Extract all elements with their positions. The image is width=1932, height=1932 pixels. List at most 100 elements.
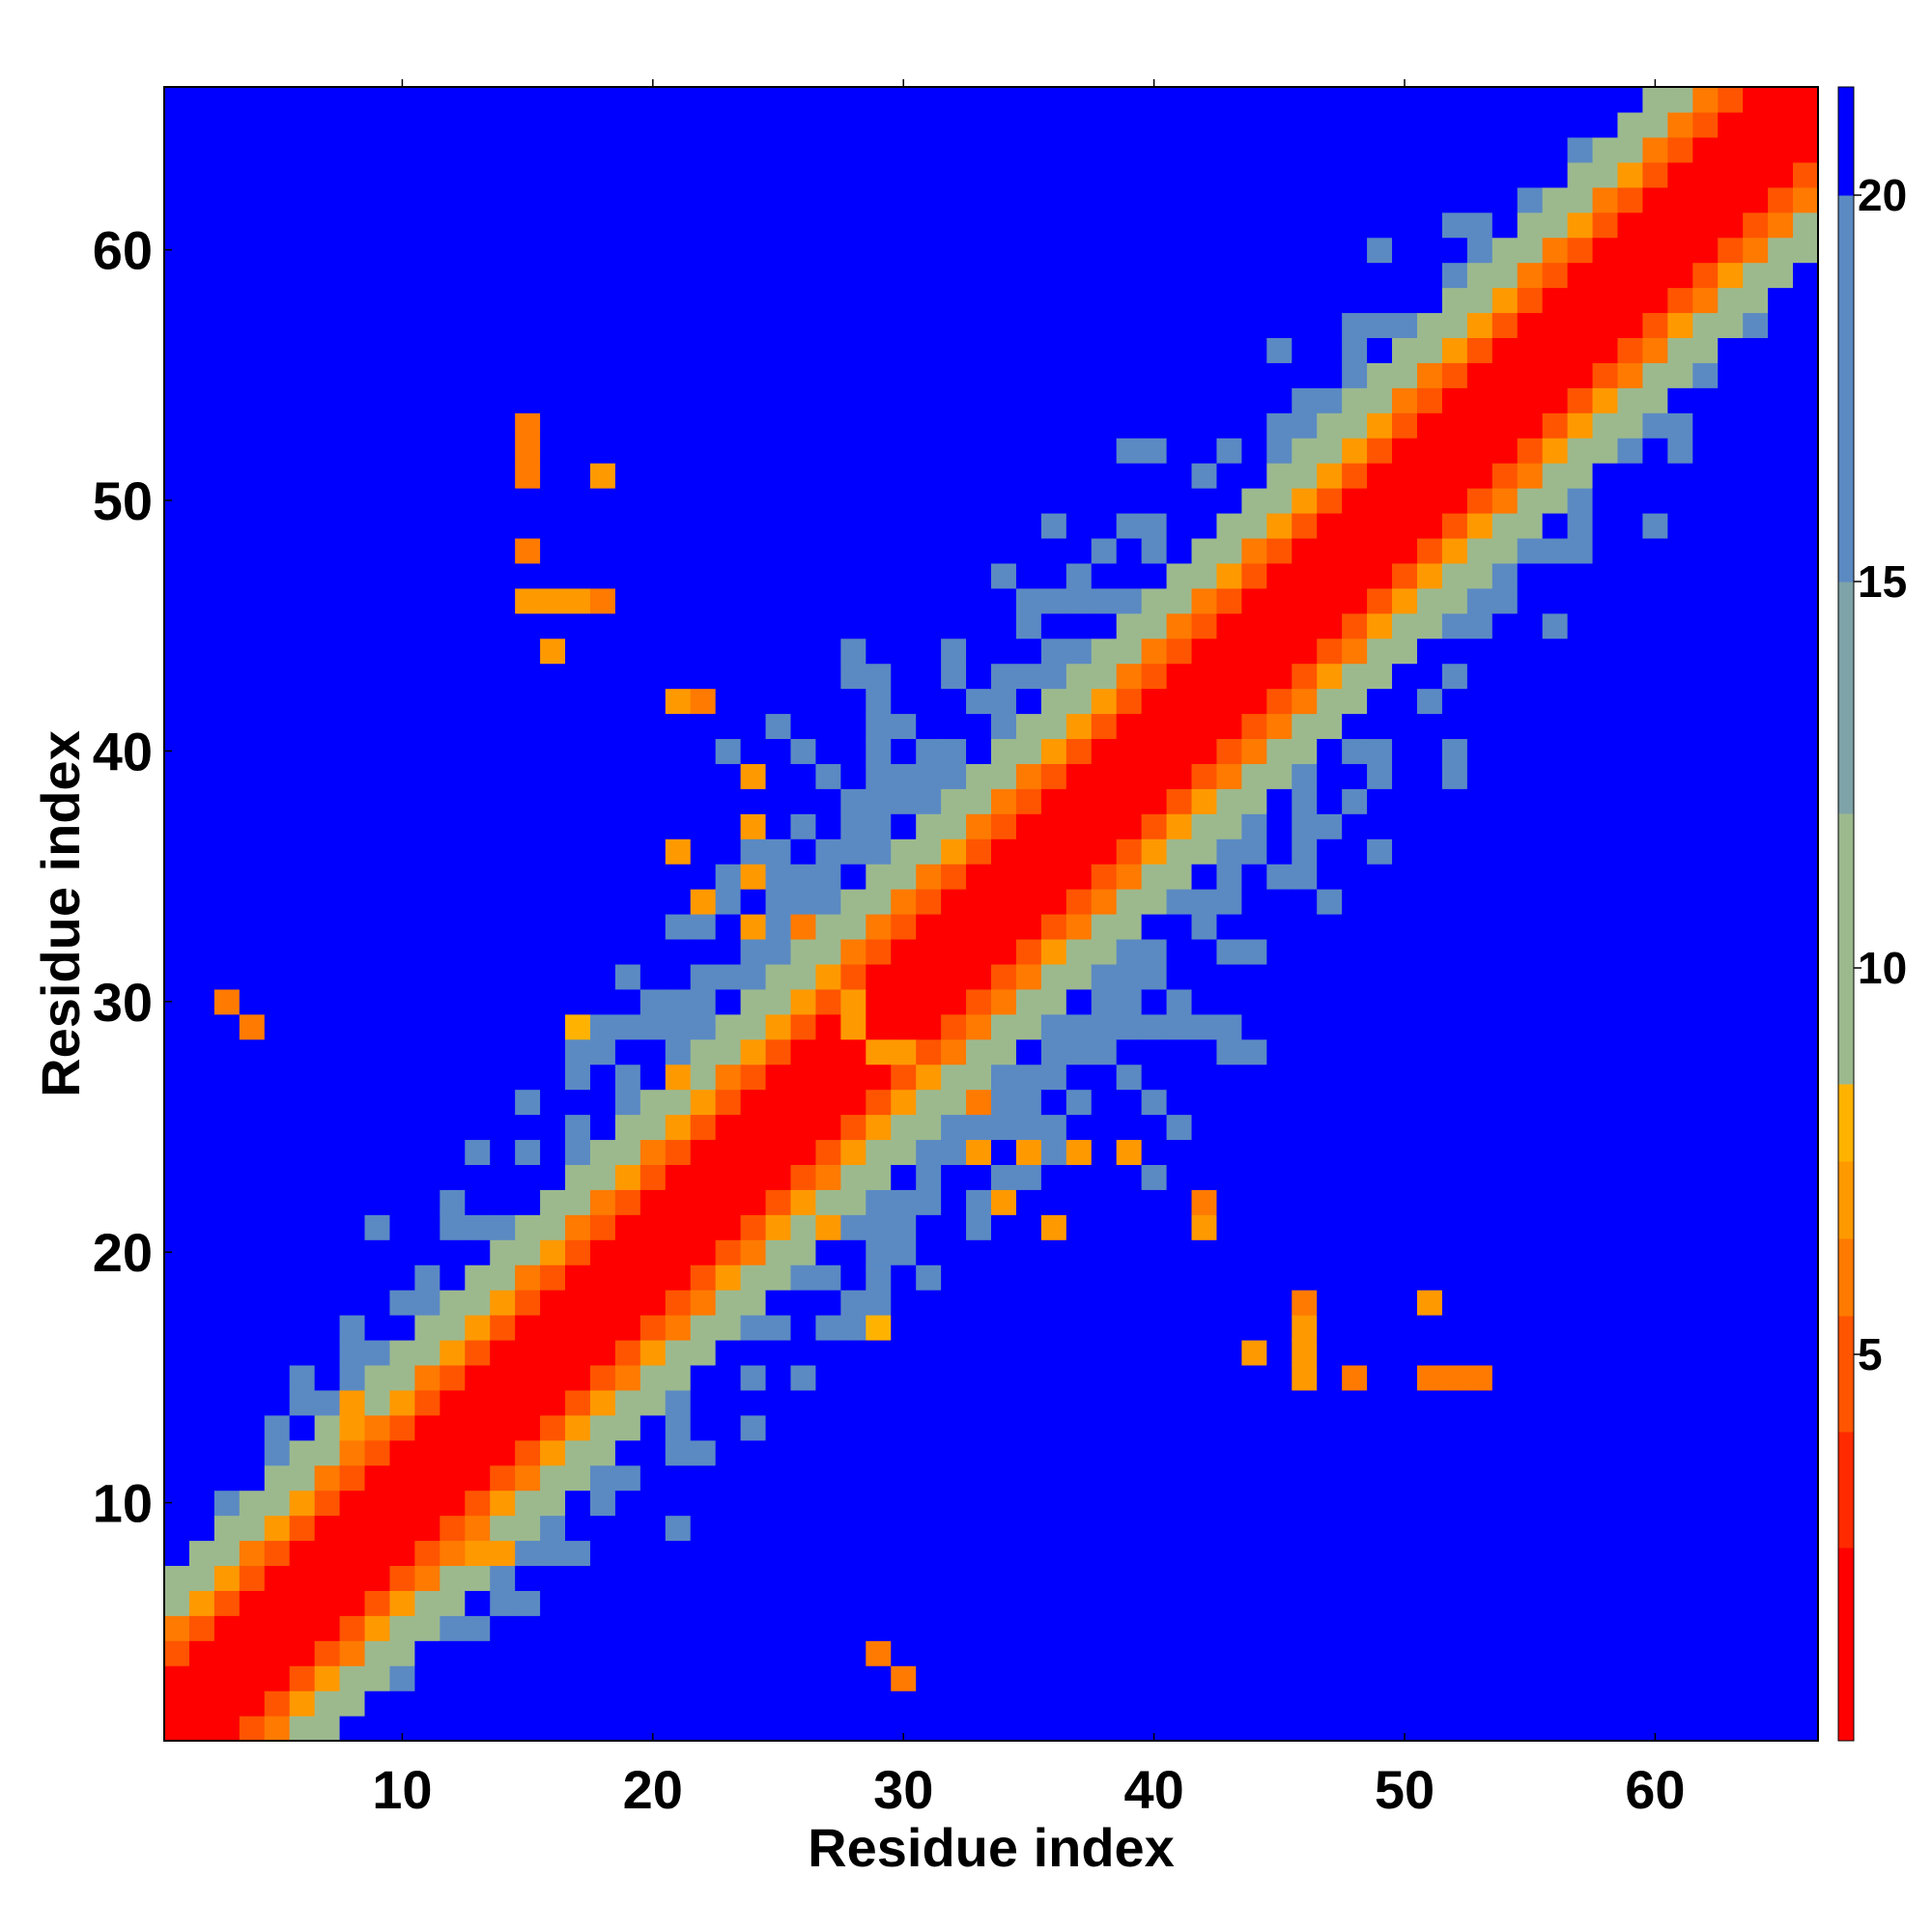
- heatmap-cell: [916, 1290, 942, 1316]
- heatmap-cell: [1166, 1665, 1193, 1691]
- heatmap-cell: [639, 1464, 667, 1492]
- heatmap-cell: [966, 488, 992, 514]
- heatmap-cell: [239, 914, 266, 940]
- heatmap-cell: [665, 1239, 692, 1265]
- heatmap-cell: [440, 1164, 466, 1190]
- heatmap-cell: [1392, 136, 1418, 163]
- heatmap-cell: [1768, 287, 1794, 314]
- heatmap-cell: [364, 1389, 391, 1416]
- heatmap-cell: [239, 362, 266, 388]
- heatmap-cell: [1367, 763, 1393, 789]
- heatmap-cell: [1617, 938, 1644, 965]
- heatmap-cell: [614, 914, 641, 940]
- heatmap-cell: [1492, 1490, 1519, 1517]
- heatmap-cell: [314, 1615, 341, 1641]
- heatmap-cell: [490, 1690, 516, 1717]
- heatmap-cell: [765, 638, 792, 665]
- heatmap-cell: [1216, 963, 1242, 990]
- heatmap-cell: [1292, 1389, 1318, 1416]
- heatmap-cell: [1141, 1615, 1168, 1641]
- heatmap-cell: [364, 1064, 391, 1091]
- heatmap-cell: [1617, 963, 1644, 990]
- heatmap-cell: [1367, 938, 1393, 965]
- heatmap-cell: [239, 562, 266, 589]
- heatmap-cell: [1367, 237, 1393, 264]
- heatmap-cell: [1793, 1264, 1819, 1291]
- heatmap-cell: [414, 713, 440, 740]
- heatmap-cell: [891, 1139, 917, 1165]
- heatmap-cell: [1241, 1590, 1267, 1616]
- heatmap-cell: [414, 638, 440, 665]
- heatmap-cell: [966, 1615, 992, 1641]
- heatmap-cell: [1542, 1114, 1569, 1141]
- heatmap-cell: [991, 262, 1017, 289]
- heatmap-cell: [1667, 111, 1693, 138]
- heatmap-cell: [1642, 161, 1668, 188]
- heatmap-cell: [1542, 1064, 1569, 1091]
- heatmap-cell: [565, 587, 591, 614]
- heatmap-cell: [515, 488, 541, 514]
- heatmap-cell: [1768, 1540, 1794, 1567]
- heatmap-cell: [1793, 1290, 1819, 1316]
- heatmap-cell: [465, 287, 491, 314]
- heatmap-cell: [540, 864, 566, 890]
- heatmap-cell: [1667, 838, 1693, 865]
- heatmap-cell: [440, 1515, 466, 1542]
- heatmap-cell: [1517, 788, 1544, 814]
- heatmap-cell: [966, 788, 992, 814]
- heatmap-cell: [715, 287, 742, 314]
- heatmap-cell: [1392, 738, 1418, 764]
- heatmap-cell: [188, 186, 215, 213]
- heatmap-cell: [916, 963, 942, 990]
- heatmap-cell: [1617, 1690, 1644, 1717]
- heatmap-cell: [1342, 713, 1368, 740]
- heatmap-cell: [715, 1089, 742, 1116]
- heatmap-cell: [540, 638, 566, 665]
- heatmap-cell: [1567, 87, 1594, 113]
- heatmap-cell: [1266, 161, 1293, 188]
- heatmap-cell: [1793, 1640, 1819, 1666]
- heatmap-cell: [790, 838, 817, 865]
- heatmap-cell: [339, 1690, 366, 1717]
- heatmap-cell: [1116, 1490, 1143, 1517]
- heatmap-cell: [1292, 1515, 1318, 1542]
- heatmap-cell: [289, 1290, 316, 1316]
- heatmap-cell: [289, 889, 316, 915]
- heatmap-cell: [1216, 1315, 1242, 1341]
- heatmap-cell: [639, 1038, 667, 1065]
- heatmap-cell: [1542, 938, 1569, 965]
- heatmap-cell: [1191, 1590, 1218, 1616]
- heatmap-cell: [1040, 587, 1067, 614]
- heatmap-cell: [1191, 1690, 1218, 1717]
- heatmap-cell: [364, 713, 391, 740]
- heatmap-cell: [891, 838, 917, 865]
- heatmap-cell: [213, 1364, 241, 1391]
- heatmap-cell: [765, 1565, 792, 1591]
- heatmap-cell: [1241, 1464, 1267, 1492]
- heatmap-cell: [1542, 1439, 1569, 1466]
- heatmap-cell: [765, 1665, 792, 1691]
- heatmap-cell: [239, 938, 266, 965]
- heatmap-cell: [665, 212, 692, 239]
- heatmap-cell: [690, 587, 717, 614]
- heatmap-cell: [1517, 1139, 1544, 1165]
- heatmap-cell: [540, 1239, 566, 1265]
- heatmap-cell: [264, 1464, 291, 1492]
- heatmap-cell: [339, 1665, 366, 1691]
- heatmap-cell: [540, 738, 566, 764]
- heatmap-cell: [1367, 512, 1393, 539]
- heatmap-cell: [188, 763, 215, 789]
- heatmap-cell: [891, 914, 917, 940]
- heatmap-cell: [1743, 914, 1769, 940]
- heatmap-cell: [840, 1038, 867, 1065]
- heatmap-cell: [966, 864, 992, 890]
- heatmap-cell: [1065, 1139, 1093, 1165]
- heatmap-cell: [1793, 914, 1819, 940]
- heatmap-cell: [690, 537, 717, 564]
- heatmap-cell: [1743, 262, 1769, 289]
- heatmap-cell: [1392, 362, 1418, 388]
- heatmap-cell: [1441, 612, 1468, 639]
- heatmap-cell: [765, 864, 792, 890]
- heatmap-cell: [239, 212, 266, 239]
- heatmap-cell: [1542, 337, 1569, 363]
